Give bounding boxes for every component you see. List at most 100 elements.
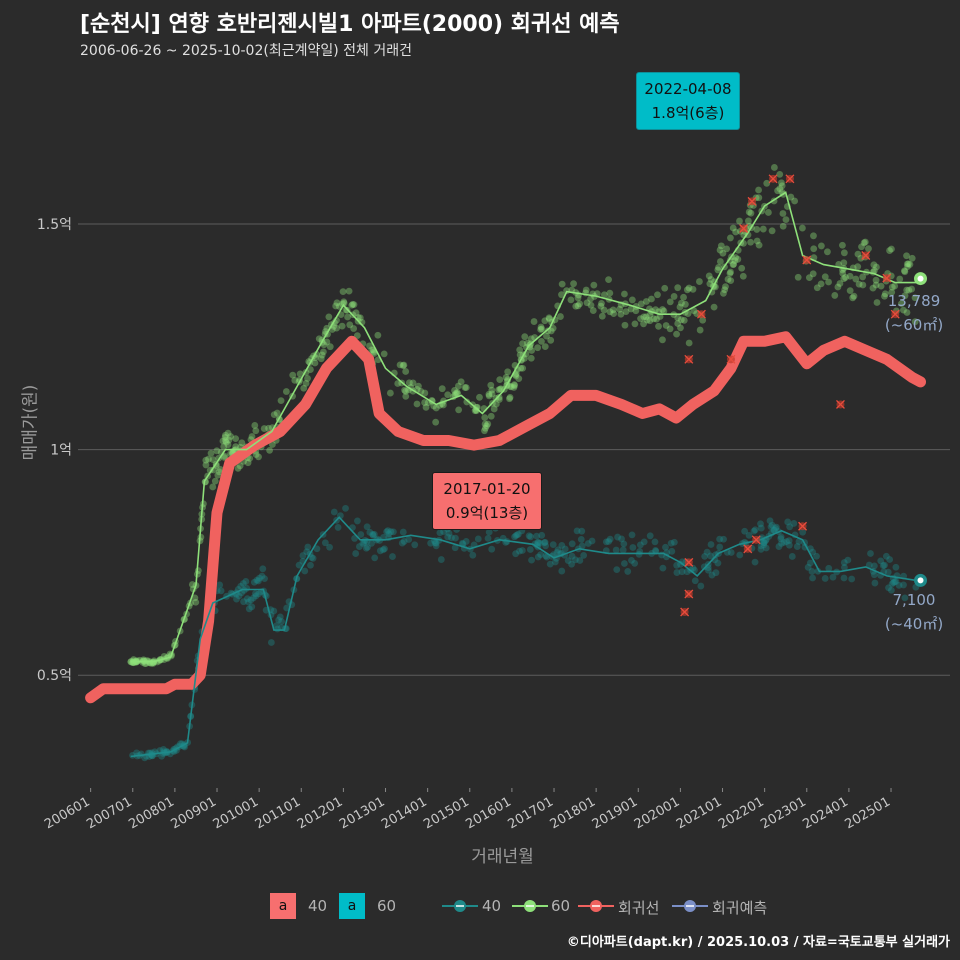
scatter-point-40 [485,528,493,536]
scatter-point-60 [590,281,598,289]
scatter-point-40 [330,508,338,516]
scatter-point-60 [490,405,498,413]
scatter-point-60 [302,380,310,387]
scatter-point-60 [516,346,524,354]
y-axis-label: 매매가(원) [20,384,41,461]
callout-low-value: 0.9억(13층) [445,504,529,522]
scatter-point-40 [766,517,774,525]
scatter-point-40 [383,528,391,536]
scatter-point-60 [224,429,232,437]
scatter-point-40 [673,561,681,569]
scatter-point-60 [320,348,327,356]
outlier-x-icon [882,273,892,283]
scatter-point-40 [892,578,900,585]
scatter-point-60 [805,274,813,282]
scatter-point-40 [399,528,407,536]
scatter-point-60 [674,314,682,322]
scatter-point-60 [739,272,747,280]
scatter-point-40 [576,557,584,564]
x-tick-label: 201901 [590,794,640,832]
scatter-point-40 [273,622,280,630]
scatter-point-60 [726,257,734,264]
scatter-point-40 [518,547,526,554]
scatter-point-60 [192,598,200,606]
scatter-point-40 [636,541,644,549]
scatter-point-60 [485,390,493,398]
scatter-point-40 [741,527,749,535]
scatter-point-40 [516,547,523,555]
scatter-point-60 [640,313,648,321]
x-tick-label: 200701 [84,794,134,832]
outlier-x-icon [684,557,694,567]
scatter-point-60 [492,400,500,408]
scatter-point-60 [197,533,205,541]
scatter-point-60 [646,317,654,325]
scatter-point-40 [813,552,820,560]
scatter-point-60 [738,264,746,272]
scatter-point-60 [901,267,908,275]
scatter-point-40 [511,533,518,541]
scatter-point-40 [762,537,769,545]
scatter-point-40 [469,551,477,559]
scatter-point-40 [432,542,440,550]
callout-high-date: 2022-04-08 [644,80,732,98]
scatter-point-40 [258,572,266,580]
scatter-point-60 [483,422,490,430]
y-tick-label: 1억 [50,443,72,459]
scatter-point-60 [817,242,825,250]
scatter-point-60 [409,379,417,387]
scatter-point-60 [396,361,404,369]
outlier-x-icon [751,535,761,545]
scatter-point-40 [757,545,765,553]
scatter-point-60 [903,260,911,268]
scatter-point-40 [844,556,852,564]
scatter-point-40 [313,545,321,553]
scatter-point-60 [544,327,552,335]
scatter-point-60 [673,330,680,338]
scatter-point-60 [810,245,818,253]
scatter-point-40 [360,539,368,546]
scatter-point-60 [576,300,584,308]
scatter-point-60 [637,300,645,308]
scatter-point-60 [901,292,909,300]
scatter-point-40 [662,543,669,551]
scatter-point-60 [617,310,625,318]
scatter-point-40 [659,564,667,572]
scatter-point-60 [905,286,913,294]
scatter-point-60 [270,411,278,419]
scatter-point-60 [370,348,378,356]
scatter-point-40 [462,538,470,545]
scatter-point-40 [256,574,263,582]
scatter-point-60 [722,283,729,291]
scatter-point-40 [283,604,291,612]
series-line-60 [130,191,917,663]
scatter-point-60 [417,388,425,395]
scatter-point-60 [485,392,493,400]
scatter-point-40 [245,605,253,613]
scatter-point-60 [506,395,513,403]
scatter-point-60 [648,295,655,303]
scatter-point-60 [472,406,480,414]
scatter-point-40 [451,544,459,552]
scatter-point-40 [879,562,887,570]
scatter-point-40 [546,560,554,568]
latest-point-center-60 [917,275,924,282]
scatter-point-60 [689,285,697,293]
scatter-point-40 [783,538,790,545]
scatter-point-40 [370,530,378,538]
scatter-point-40 [704,566,712,574]
legend-swatch-40: a [270,893,296,919]
end-label-60-area: (~60㎡) [884,316,944,334]
scatter-point-40 [884,568,892,576]
callout-high-value: 1.8억(6층) [651,104,725,122]
scatter-point-40 [707,541,715,548]
scatter-point-40 [534,539,542,546]
scatter-point-60 [202,456,210,464]
scatter-point-40 [526,546,534,553]
scatter-point-40 [437,556,445,563]
scatter-point-60 [510,381,518,389]
scatter-point-60 [463,398,471,406]
scatter-point-60 [221,452,229,460]
scatter-point-40 [369,530,377,538]
scatter-point-60 [846,272,854,280]
